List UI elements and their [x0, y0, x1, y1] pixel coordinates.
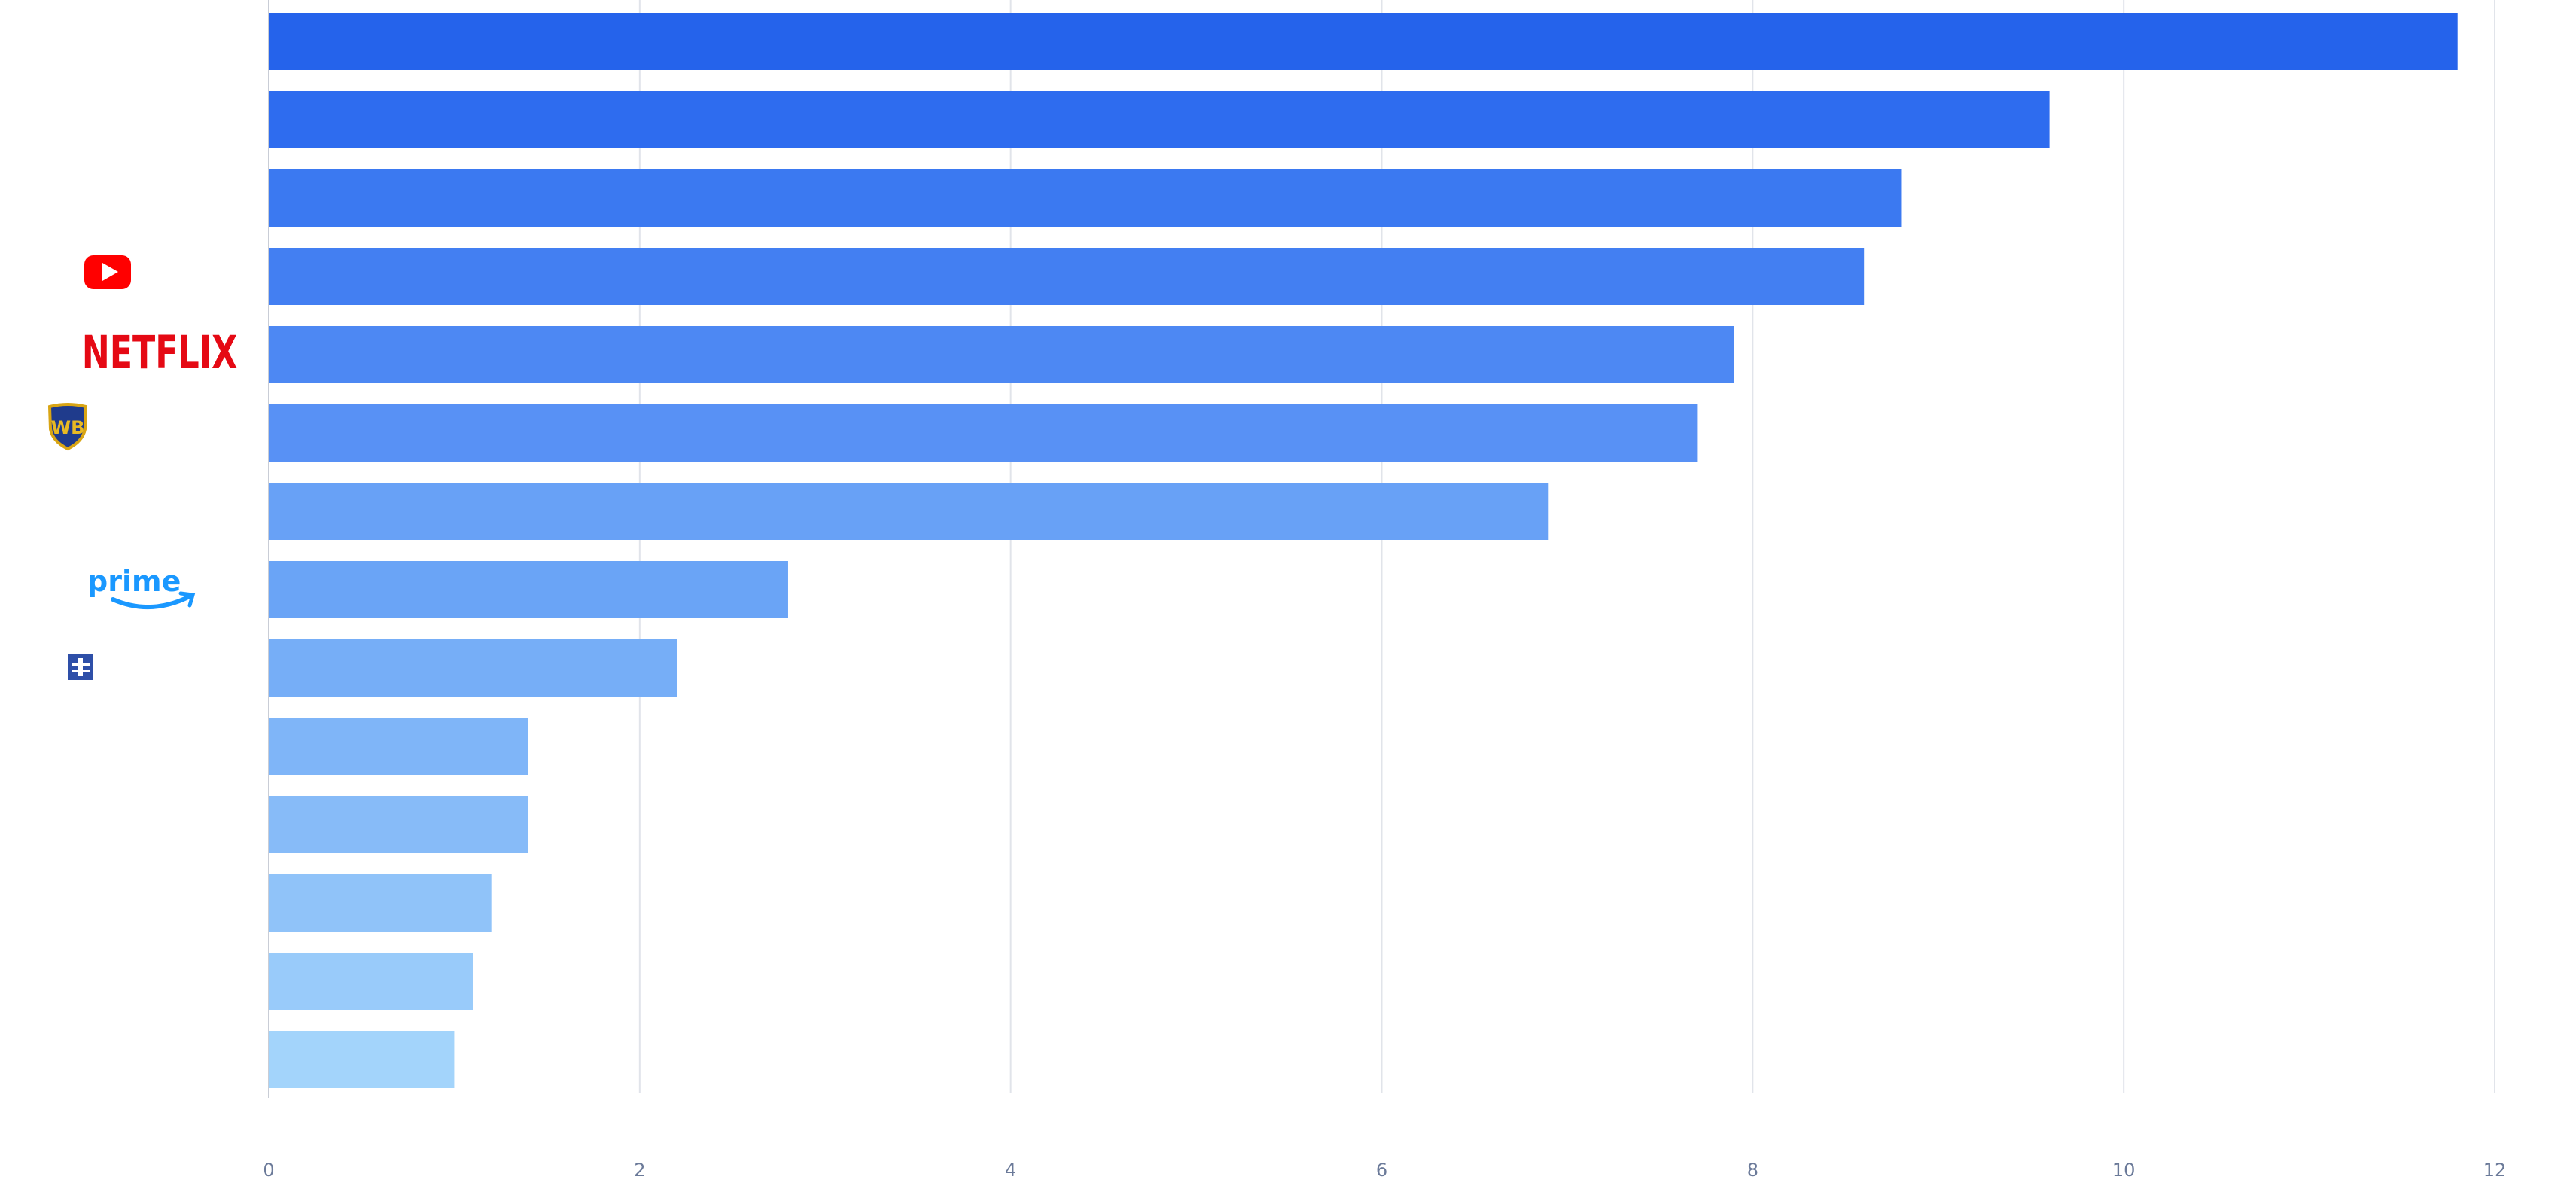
bar-row-6 — [269, 404, 1698, 462]
bar-row-1 — [269, 13, 2458, 70]
x-tick-label: 12 — [2483, 1160, 2507, 1177]
small-blue-logo-icon — [68, 654, 93, 680]
bar-row-11 — [269, 796, 528, 853]
bar-row-2 — [269, 91, 2050, 148]
bar-row-7 — [269, 483, 1549, 540]
x-tick-label: 0 — [263, 1160, 274, 1177]
bar-row-12 — [269, 874, 492, 932]
netflix-logo-icon: NETFLIX — [82, 327, 238, 380]
bar-row-4 — [269, 248, 1865, 305]
category-logos: NETFLIX WB prime — [47, 255, 238, 680]
svg-text:WB: WB — [51, 417, 85, 438]
bar-row-10 — [269, 718, 528, 775]
bar-row-13 — [269, 953, 473, 1010]
svg-text:prime: prime — [87, 565, 181, 598]
x-tick-label: 4 — [1005, 1160, 1016, 1177]
x-tick-label: 10 — [2112, 1160, 2136, 1177]
x-axis: 0 2 4 6 8 10 12 — [263, 0, 2506, 1177]
bars — [269, 13, 2458, 1088]
bar-row-3 — [269, 169, 1902, 227]
warner-bros-logo-icon: WB — [47, 403, 88, 451]
grid-lines — [638, 0, 2495, 1093]
x-tick-label: 8 — [1747, 1160, 1758, 1177]
bar-row-5 — [269, 326, 1734, 383]
youtube-logo-icon — [84, 255, 131, 289]
x-tick-label: 2 — [634, 1160, 645, 1177]
bar-row-8 — [269, 561, 788, 618]
x-tick-label: 6 — [1376, 1160, 1387, 1177]
bar-row-14 — [269, 1031, 455, 1088]
bar-row-9 — [269, 639, 677, 697]
prime-video-logo-icon: prime — [87, 565, 196, 610]
